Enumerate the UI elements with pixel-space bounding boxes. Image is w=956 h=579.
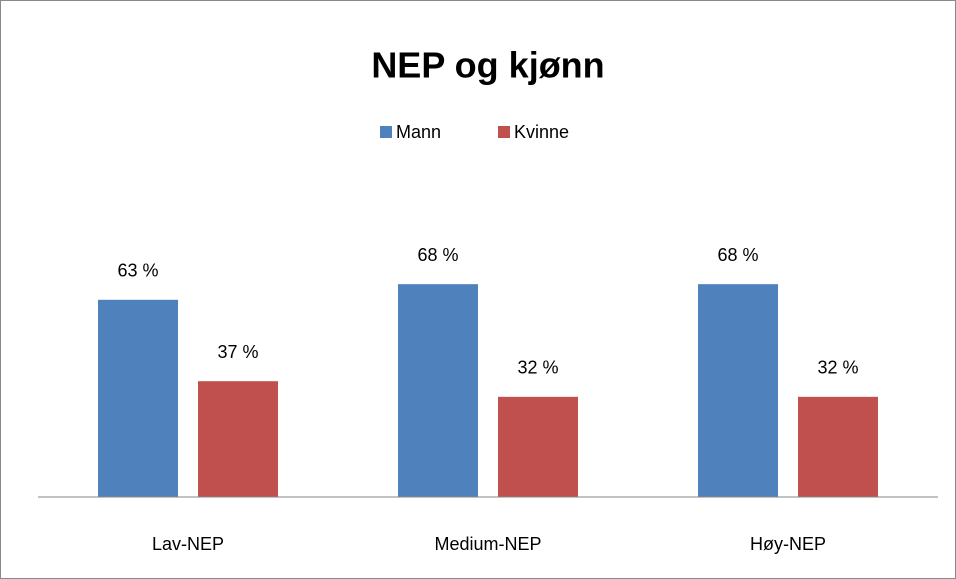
legend-label: Mann <box>396 122 441 142</box>
legend-swatch <box>380 126 392 138</box>
bar <box>98 299 178 497</box>
x-tick-label: Høy-NEP <box>750 534 826 554</box>
x-tick-label: Medium-NEP <box>434 534 541 554</box>
legend-swatch <box>498 126 510 138</box>
data-label: 63 % <box>117 261 158 281</box>
data-label: 37 % <box>217 342 258 362</box>
bar <box>798 396 878 497</box>
x-tick-label: Lav-NEP <box>152 534 224 554</box>
bar <box>198 381 278 497</box>
bar <box>398 284 478 497</box>
data-label: 32 % <box>817 358 858 378</box>
bar <box>498 396 578 497</box>
bar <box>698 284 778 497</box>
data-label: 68 % <box>717 245 758 265</box>
chart-title: NEP og kjønn <box>371 45 604 86</box>
legend-label: Kvinne <box>514 122 569 142</box>
data-label: 68 % <box>417 245 458 265</box>
data-label: 32 % <box>517 358 558 378</box>
